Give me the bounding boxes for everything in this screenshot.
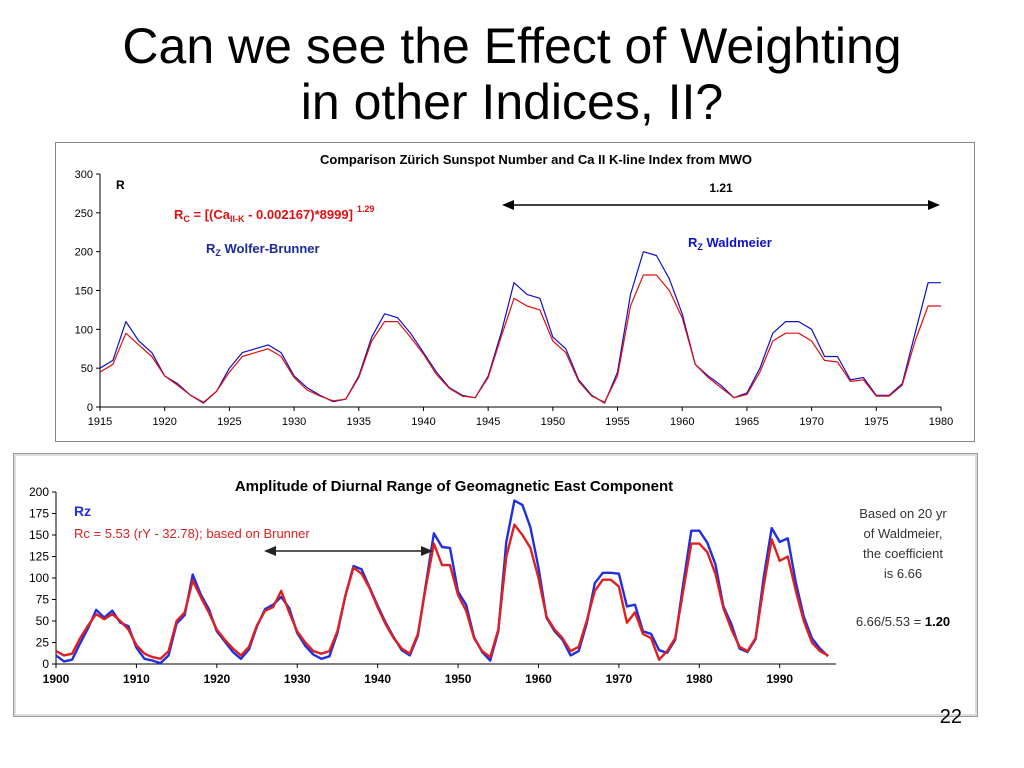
x-tick-label: 1950 (541, 416, 565, 428)
y-tick-label: 100 (29, 571, 49, 585)
chart2-note-line3: the coefficient (863, 546, 943, 561)
chart1-formula: RC = [(CaII-K - 0.002167)*8999] 1.29 (174, 204, 374, 224)
chart1-title: Comparison Zürich Sunspot Number and Ca … (320, 152, 752, 167)
x-tick-label: 1930 (284, 672, 311, 686)
x-tick-label: 1930 (282, 416, 306, 428)
chart1-ylabel: R (116, 178, 125, 192)
x-tick-label: 1920 (152, 416, 176, 428)
chart1-label-wolfer-brunner: RZ Wolfer-Brunner (206, 241, 320, 258)
x-tick-label: 1955 (605, 416, 629, 428)
chart1-ratio-arrow (502, 200, 940, 210)
x-tick-label: 1915 (88, 416, 112, 428)
chart2-legend-rz: Rz (74, 503, 91, 519)
series-line-rz (55, 499, 829, 665)
x-tick-label: 1900 (43, 672, 70, 686)
series-line-rc (99, 274, 941, 403)
y-tick-label: 150 (29, 528, 49, 542)
chart2-title: Amplitude of Diurnal Range of Geomagneti… (235, 478, 673, 495)
x-tick-label: 1980 (929, 416, 953, 428)
chart2-series (55, 499, 829, 665)
chart2-axes: 0 25 50 75 100 125 150 175 200 1900 1910 1920 1930 19… (29, 485, 836, 686)
chart1-axes: 0 50 100 150 200 250 300 1915 1920 1925 1930 1935 19… (75, 169, 954, 428)
x-tick-label: 1965 (735, 416, 759, 428)
x-tick-label: 1950 (445, 672, 472, 686)
x-tick-label: 1975 (864, 416, 888, 428)
series-line-rz (99, 251, 941, 404)
y-tick-label: 50 (81, 363, 93, 375)
y-tick-label: 200 (29, 485, 49, 499)
chart1-series (99, 251, 941, 404)
y-tick-label: 200 (75, 247, 93, 259)
x-tick-label: 1945 (476, 416, 500, 428)
x-tick-label: 1925 (217, 416, 241, 428)
chart2-note-line2: of Waldmeier, (864, 526, 943, 541)
sunspot-chart-svg: Comparison Zürich Sunspot Number and Ca … (75, 152, 954, 428)
x-tick-label: 1970 (799, 416, 823, 428)
x-tick-label: 1940 (364, 672, 391, 686)
slide-title-line2: in other Indices, II? (300, 74, 724, 130)
slide-title: Can we see the Effect of Weighting in ot… (0, 18, 1024, 130)
y-tick-label: 250 (75, 208, 93, 220)
x-tick-label: 1960 (525, 672, 552, 686)
x-tick-label: 1910 (123, 672, 150, 686)
slide-title-line1: Can we see the Effect of Weighting (122, 18, 902, 74)
geomagnetic-chart-svg: Amplitude of Diurnal Range of Geomagneti… (29, 478, 950, 686)
y-tick-label: 100 (75, 324, 93, 336)
x-tick-label: 1935 (347, 416, 371, 428)
chart2-legend-rc: Rc = 5.53 (rY - 32.78); based on Brunner (74, 526, 310, 541)
y-tick-label: 300 (75, 169, 93, 181)
chart1-label-waldmeier: RZ Waldmeier (688, 235, 772, 252)
chart2-ratio-arrow (264, 546, 433, 556)
y-tick-label: 175 (29, 507, 49, 521)
y-tick-label: 25 (36, 636, 50, 650)
series-line-rc (55, 523, 829, 661)
x-tick-label: 1970 (606, 672, 633, 686)
x-tick-label: 1990 (766, 672, 793, 686)
chart1-ratio-label: 1.21 (709, 181, 733, 195)
y-tick-label: 50 (36, 614, 50, 628)
sunspot-comparison-chart: Comparison Zürich Sunspot Number and Ca … (55, 142, 975, 442)
chart2-note: Based on 20 yr of Waldmeier, the coeffic… (859, 506, 947, 581)
y-tick-label: 125 (29, 550, 49, 564)
x-tick-label: 1960 (670, 416, 694, 428)
x-tick-label: 1980 (686, 672, 713, 686)
y-tick-label: 150 (75, 286, 93, 298)
geomagnetic-chart: Amplitude of Diurnal Range of Geomagneti… (13, 453, 978, 717)
chart2-ratio-text: 6.66/5.53 = 1.20 (856, 614, 950, 629)
chart2-note-line4: is 6.66 (884, 566, 922, 581)
chart2-note-line1: Based on 20 yr (859, 506, 947, 521)
y-tick-label: 0 (87, 402, 93, 414)
page-number: 22 (939, 706, 962, 728)
y-tick-label: 0 (42, 657, 49, 671)
x-tick-label: 1920 (203, 672, 230, 686)
y-tick-label: 75 (36, 593, 50, 607)
x-tick-label: 1940 (411, 416, 435, 428)
